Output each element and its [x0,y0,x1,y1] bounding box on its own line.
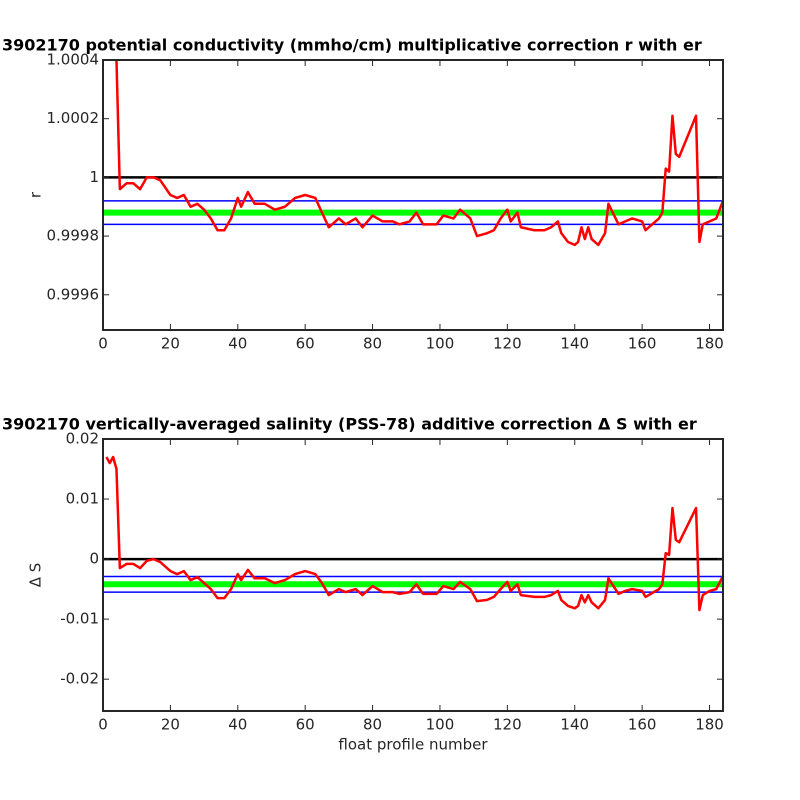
x-tick-label: 20 [161,716,180,734]
data-line [105,455,723,612]
x-tick-label: 80 [363,335,382,353]
chart-title: 3902170 vertically-averaged salinity (PS… [2,415,697,434]
x-tick-label: 80 [363,716,382,734]
x-axis-label: float profile number [338,736,488,754]
y-tick-label: 0.9996 [47,285,100,303]
x-tick-label: 0 [98,716,108,734]
axes-frame [102,59,724,331]
x-tick-label: 140 [560,335,589,353]
plot-area [103,60,723,330]
x-tick-label: 120 [493,716,522,734]
x-tick-label: 0 [98,335,108,353]
x-tick-label: 160 [628,335,657,353]
y-tick-label: 1.0002 [47,109,100,127]
y-axis-label: Δ S [27,563,45,588]
axes: 3902170 vertically-averaged salinity (PS… [2,415,724,754]
y-tick-label: 1 [89,168,99,186]
x-tick-label: 60 [296,716,315,734]
plot-area [103,439,723,711]
y-tick-label: 0.02 [66,430,99,448]
chart-title: 3902170 potential conductivity (mmho/cm)… [2,36,702,55]
x-tick-label: 60 [296,335,315,353]
y-tick-label: 1.0004 [47,51,100,69]
y-tick-label: 0.9998 [47,227,100,245]
plot-lines [103,455,723,612]
axes: 3902170 potential conductivity (mmho/cm)… [2,36,724,353]
data-line [115,60,723,247]
axes-frame [102,438,724,712]
y-tick-label: -0.01 [60,610,99,628]
y-tick-label: 0.01 [66,490,99,508]
y-tick-label: 0 [89,550,99,568]
x-tick-label: 20 [161,335,180,353]
y-axis-label: r [27,191,45,198]
x-tick-label: 160 [628,716,657,734]
x-tick-label: 120 [493,335,522,353]
y-tick-label: -0.02 [60,670,99,688]
x-tick-label: 100 [426,716,455,734]
x-tick-label: 180 [695,716,724,734]
plot-lines [103,60,723,247]
x-tick-label: 40 [228,335,247,353]
x-tick-label: 140 [560,716,589,734]
x-tick-label: 180 [695,335,724,353]
x-tick-label: 40 [228,716,247,734]
x-tick-label: 100 [426,335,455,353]
